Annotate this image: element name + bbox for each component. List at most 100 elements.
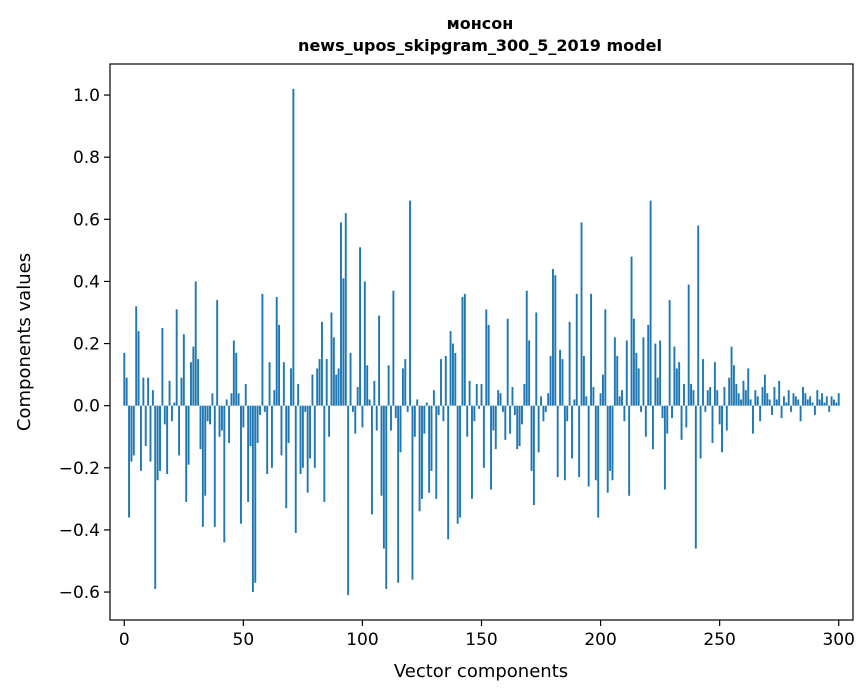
bar-component-229 — [668, 300, 671, 406]
bar-component-142 — [461, 296, 464, 406]
bar-component-214 — [632, 318, 635, 406]
bar-component-93 — [344, 213, 347, 406]
bar-component-125 — [421, 405, 423, 499]
bar-component-98 — [356, 387, 359, 406]
bar-component-3 — [130, 405, 133, 462]
bar-component-236 — [685, 405, 688, 428]
bar-component-260 — [742, 380, 745, 406]
bar-component-25 — [182, 334, 185, 406]
bar-component-86 — [328, 405, 331, 437]
bar-component-107 — [378, 315, 381, 406]
bar-component-219 — [644, 405, 647, 437]
bar-component-11 — [149, 405, 152, 462]
bar-component-184 — [561, 359, 564, 406]
bar-component-277 — [782, 396, 785, 406]
bar-component-42 — [223, 405, 226, 543]
bar-component-102 — [366, 365, 369, 406]
bar-component-19 — [168, 380, 171, 406]
bar-component-253 — [725, 405, 728, 431]
y-tick-label: 1.0 — [73, 86, 100, 106]
bar-component-48 — [237, 393, 240, 406]
bar-component-32 — [199, 405, 202, 450]
bar-component-237 — [687, 284, 690, 406]
bar-component-12 — [151, 390, 154, 406]
bar-component-207 — [616, 355, 619, 406]
bar-component-140 — [456, 405, 459, 524]
bar-component-275 — [778, 380, 781, 406]
bar-component-34 — [204, 405, 207, 496]
bar-component-244 — [704, 405, 707, 412]
bar-component-120 — [409, 200, 412, 406]
bar-component-114 — [394, 405, 397, 419]
bar-component-250 — [718, 405, 721, 425]
bar-component-197 — [592, 387, 595, 406]
bar-component-228 — [666, 405, 669, 434]
bar-component-150 — [480, 383, 483, 406]
bar-component-108 — [380, 405, 383, 496]
bar-component-246 — [709, 387, 712, 406]
bar-component-283 — [797, 399, 800, 406]
bar-component-92 — [342, 278, 345, 406]
bar-component-241 — [697, 225, 700, 406]
bar-component-28 — [190, 362, 192, 406]
bar-component-252 — [723, 387, 726, 406]
bar-component-199 — [597, 405, 600, 518]
bar-component-263 — [749, 399, 752, 406]
bar-component-171 — [530, 405, 533, 471]
bar-component-105 — [373, 380, 376, 406]
bar-component-200 — [599, 393, 602, 406]
bar-component-191 — [578, 405, 581, 478]
bar-component-156 — [494, 405, 497, 450]
bar-component-158 — [499, 393, 502, 406]
bar-component-276 — [780, 405, 783, 419]
bar-component-37 — [211, 393, 214, 406]
bar-component-213 — [630, 256, 633, 406]
bar-component-192 — [580, 222, 583, 406]
bar-component-106 — [375, 405, 378, 431]
bar-component-299 — [835, 402, 838, 406]
bar-component-272 — [771, 405, 773, 415]
bar-component-164 — [513, 405, 516, 415]
bar-component-66 — [280, 405, 283, 456]
bar-component-209 — [621, 390, 623, 406]
bar-component-76 — [304, 405, 307, 412]
bar-component-178 — [547, 393, 550, 406]
bar-component-280 — [790, 405, 793, 412]
bar-component-2 — [128, 405, 131, 518]
bar-component-195 — [587, 405, 590, 487]
bar-component-182 — [556, 405, 559, 478]
chart-subtitle: news_upos_skipgram_300_5_2019 model — [298, 36, 662, 55]
bar-component-285 — [802, 387, 804, 406]
bar-component-58 — [261, 293, 264, 406]
bar-component-159 — [501, 405, 504, 412]
bar-component-188 — [571, 405, 573, 459]
chart-title: монсон — [447, 14, 514, 33]
bar-component-115 — [397, 405, 400, 583]
bar-component-160 — [504, 405, 507, 440]
bar-component-163 — [511, 387, 514, 406]
bar-component-72 — [294, 405, 297, 534]
bar-component-190 — [575, 293, 578, 406]
bar-component-119 — [406, 405, 409, 412]
bar-component-23 — [178, 405, 181, 456]
bar-component-9 — [144, 405, 147, 447]
x-axis-ticks: 0 50 100 150 200 250 300 — [119, 620, 855, 650]
bar-component-232 — [675, 368, 678, 406]
bar-component-289 — [811, 402, 814, 406]
bar-component-194 — [585, 396, 588, 406]
bar-component-49 — [240, 405, 242, 524]
x-tick-label: 200 — [584, 630, 616, 650]
y-tick-label: 0.6 — [73, 210, 100, 230]
bar-component-88 — [332, 337, 335, 406]
bar-component-211 — [625, 340, 628, 406]
bar-component-18 — [166, 405, 169, 475]
bar-component-55 — [254, 405, 257, 583]
bar-component-230 — [671, 405, 673, 419]
bar-component-297 — [830, 396, 833, 406]
bar-component-126 — [423, 405, 426, 434]
bar-component-153 — [487, 324, 490, 406]
bar-component-134 — [442, 405, 445, 422]
bar-component-292 — [818, 399, 821, 406]
bar-component-59 — [263, 405, 266, 412]
x-tick-label: 0 — [119, 630, 130, 650]
